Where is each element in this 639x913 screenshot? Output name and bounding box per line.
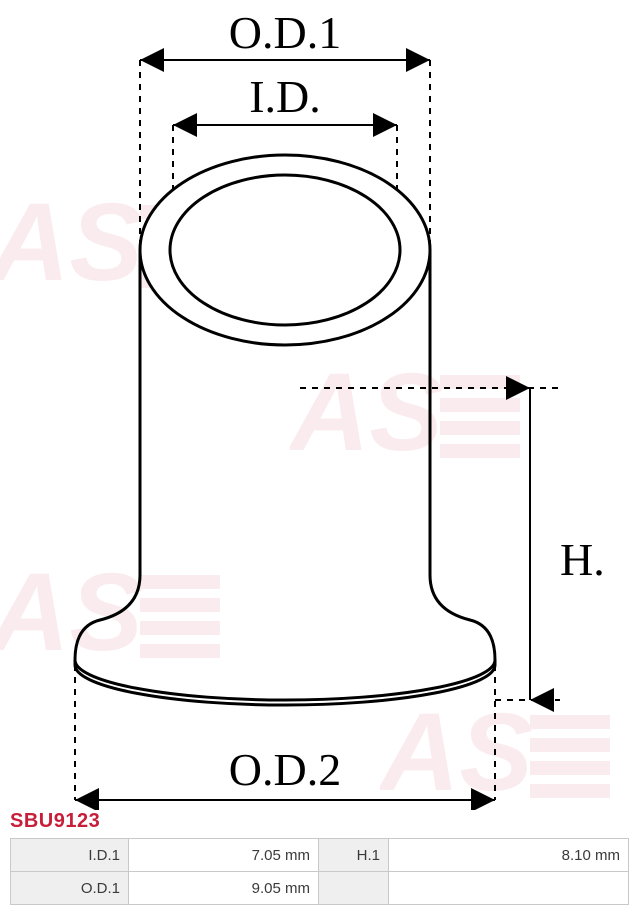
spec-key: H.1 (319, 839, 389, 872)
table-row: I.D.1 7.05 mm H.1 8.10 mm (11, 839, 629, 872)
spec-key: I.D.1 (11, 839, 129, 872)
spec-key: O.D.1 (11, 872, 129, 905)
part-number: SBU9123 (10, 810, 100, 833)
spec-value (389, 872, 629, 905)
spec-value: 8.10 mm (389, 839, 629, 872)
spec-value: 9.05 mm (129, 872, 319, 905)
label-h: H. (560, 534, 605, 585)
table-row: O.D.1 9.05 mm (11, 872, 629, 905)
diagram-area: AS AS AS AS (0, 0, 639, 810)
specs-table: I.D.1 7.05 mm H.1 8.10 mm O.D.1 9.05 mm (10, 838, 629, 905)
label-id: I.D. (249, 71, 321, 122)
bushing-diagram: O.D.1 I.D. H. O.D.2 (0, 0, 639, 810)
spec-key (319, 872, 389, 905)
spec-value: 7.05 mm (129, 839, 319, 872)
label-od2: O.D.2 (229, 744, 341, 795)
label-od1: O.D.1 (229, 7, 341, 58)
